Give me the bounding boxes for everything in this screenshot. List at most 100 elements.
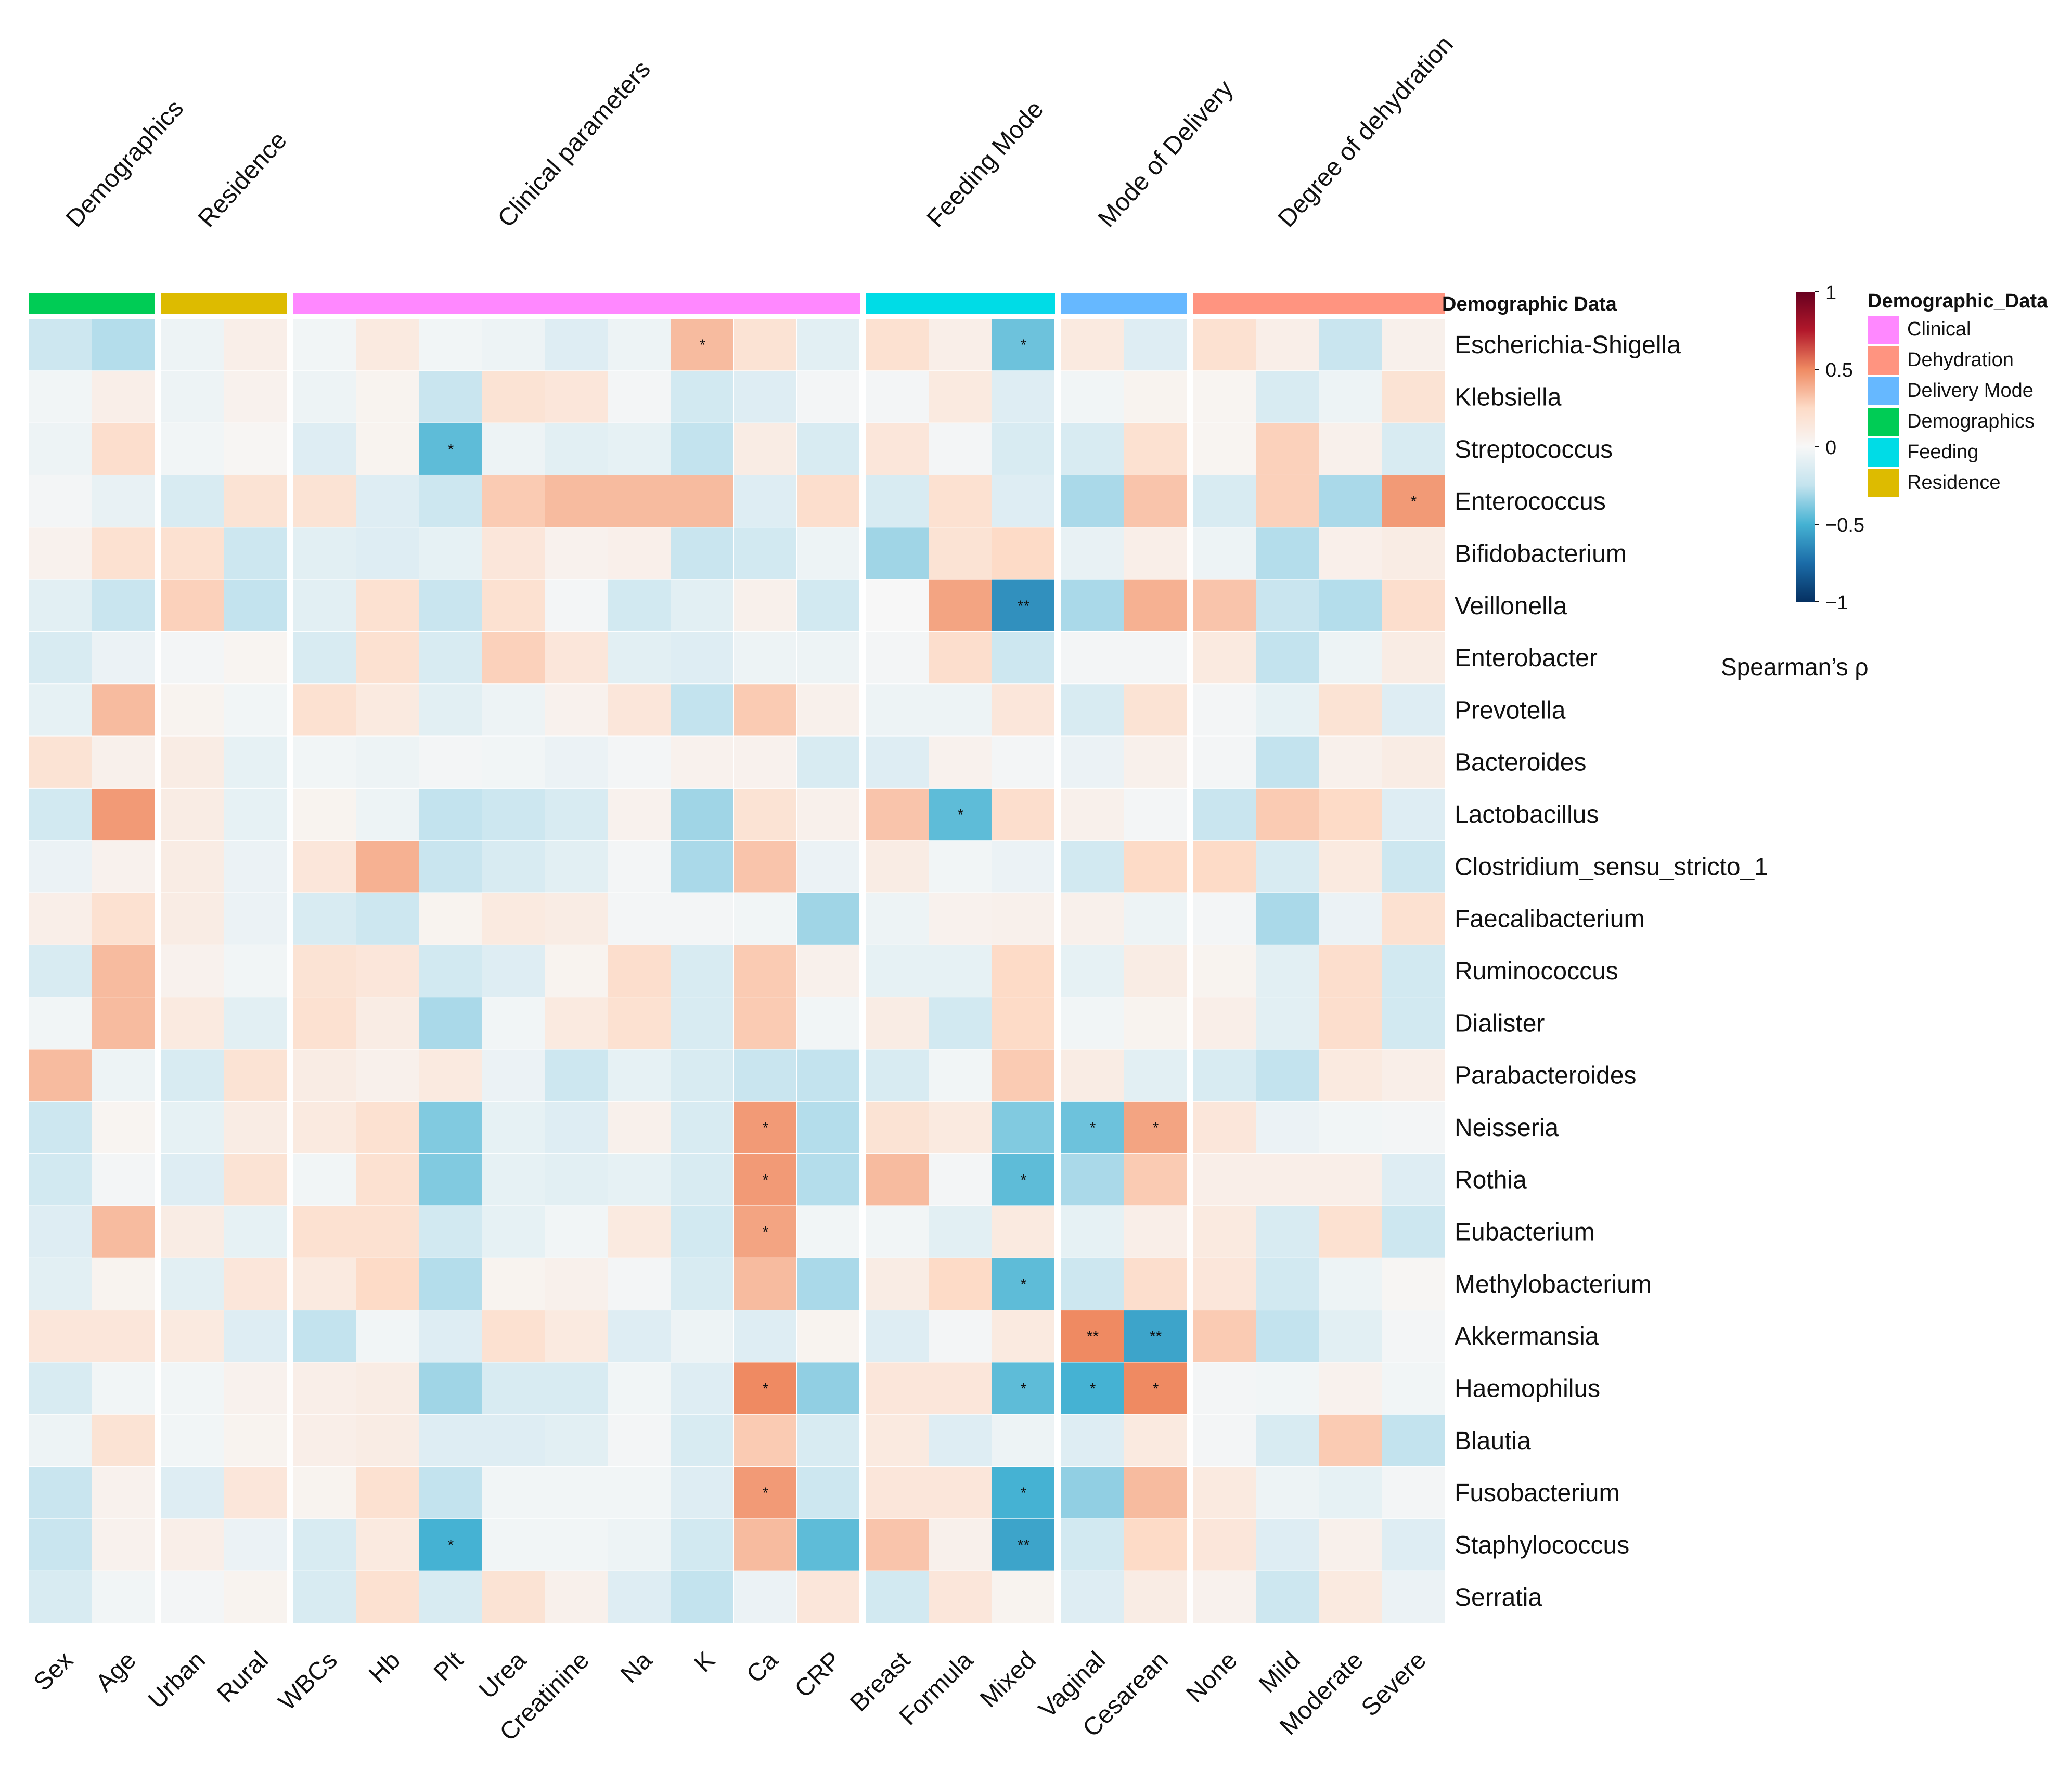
cell-klebsiella-13 [866,371,929,423]
cell-klebsiella-16 [1061,371,1124,423]
cell-rothia-21 [1382,1154,1445,1206]
cell-streptococcus-19 [1256,423,1319,475]
cell-clostridium-sensu-stricto-1-19 [1256,841,1319,893]
sig-mark-enterococcus-severe: * [1411,493,1417,510]
cell-blautia-17 [1124,1414,1187,1467]
cell-escherichia-shigella-11 [734,319,796,371]
cell-enterococcus-21 [1382,475,1445,527]
row-label-bifidobacterium: Bifidobacterium [1455,540,1627,567]
cell-streptococcus-14 [929,423,992,475]
cell-enterobacter-12 [797,631,859,684]
sig-mark-akkermansia-cesarean: ** [1150,1328,1162,1345]
cell-klebsiella-21 [1382,371,1445,423]
cell-fusobacterium-11 [734,1467,796,1519]
colorbar-label: Spearman’s ρ [1721,653,1869,680]
cell-escherichia-shigella-19 [1256,319,1319,371]
row-label-ruminococcus: Ruminococcus [1455,958,1618,985]
col-label-na: Na [615,1646,658,1688]
group-label-mode-of-delivery: Mode of Delivery [1093,75,1239,233]
cell-haemophilus-12 [797,1362,859,1414]
cell-faecalibacterium-17 [1124,893,1187,945]
cell-haemophilus-20 [1319,1362,1382,1414]
cell-bifidobacterium-14 [929,527,992,579]
row-label-dialister: Dialister [1455,1010,1545,1037]
cell-akkermansia-15 [992,1310,1054,1362]
cell-methylobacterium-7 [482,1258,545,1310]
group-label-feeding-mode: Feeding Mode [922,96,1049,233]
cell-fusobacterium-16 [1061,1467,1124,1519]
cell-haemophilus-2 [161,1362,224,1414]
cell-enterobacter-8 [545,631,608,684]
row-label-eubacterium: Eubacterium [1455,1219,1594,1246]
cell-lactobacillus-12 [797,788,859,841]
cell-streptococcus-20 [1319,423,1382,475]
cell-staphylococcus-18 [1193,1519,1256,1571]
cell-rothia-13 [866,1154,929,1206]
cell-enterococcus-7 [482,475,545,527]
cell-ruminococcus-20 [1319,945,1382,997]
cell-escherichia-shigella-9 [608,319,671,371]
cell-veillonella-15 [992,579,1054,631]
cell-rothia-4 [293,1154,356,1206]
cell-bacteroides-18 [1193,736,1256,788]
cell-akkermansia-7 [482,1310,545,1362]
cell-akkermansia-10 [671,1310,733,1362]
cell-enterococcus-17 [1124,475,1187,527]
cell-prevotella-3 [224,684,287,736]
cell-klebsiella-19 [1256,371,1319,423]
cell-lactobacillus-1 [92,788,155,841]
cell-akkermansia-21 [1382,1310,1445,1362]
cell-klebsiella-6 [419,371,482,423]
cell-rothia-10 [671,1154,733,1206]
cell-klebsiella-20 [1319,371,1382,423]
cell-clostridium-sensu-stricto-1-18 [1193,841,1256,893]
col-label-wbcs: WBCs [273,1646,343,1716]
cell-rothia-7 [482,1154,545,1206]
cell-haemophilus-6 [419,1362,482,1414]
cell-veillonella-13 [866,579,929,631]
cell-serratia-21 [1382,1571,1445,1623]
sig-mark-veillonella-mixed: ** [1018,598,1030,615]
cell-parabacteroides-1 [92,1049,155,1101]
cell-fusobacterium-21 [1382,1467,1445,1519]
cell-ruminococcus-19 [1256,945,1319,997]
cell-ruminococcus-16 [1061,945,1124,997]
cell-parabacteroides-9 [608,1049,671,1101]
cell-enterobacter-3 [224,631,287,684]
cell-rothia-0 [29,1154,92,1206]
cell-clostridium-sensu-stricto-1-13 [866,841,929,893]
row-label-streptococcus: Streptococcus [1455,436,1613,463]
cell-fusobacterium-7 [482,1467,545,1519]
row-label-haemophilus: Haemophilus [1455,1375,1600,1403]
row-label-enterococcus: Enterococcus [1455,488,1606,515]
cell-akkermansia-0 [29,1310,92,1362]
cell-serratia-14 [929,1571,992,1623]
cell-haemophilus-9 [608,1362,671,1414]
cell-blautia-15 [992,1414,1054,1467]
row-label-enterobacter: Enterobacter [1455,644,1598,672]
cell-lactobacillus-10 [671,788,733,841]
cell-neisseria-5 [356,1101,419,1154]
cell-eubacterium-12 [797,1206,859,1258]
cell-enterobacter-4 [293,631,356,684]
cell-methylobacterium-5 [356,1258,419,1310]
group-bar-dehydration [1193,293,1445,314]
cell-staphylococcus-14 [929,1519,992,1571]
legend: Demographic_Data Clinical Dehydration Deli… [1868,290,2048,497]
cell-rothia-15 [992,1154,1054,1206]
cell-serratia-19 [1256,1571,1319,1623]
cell-veillonella-8 [545,579,608,631]
cell-enterococcus-8 [545,475,608,527]
cell-dialister-17 [1124,997,1187,1049]
cell-akkermansia-4 [293,1310,356,1362]
cell-klebsiella-4 [293,371,356,423]
cell-blautia-2 [161,1414,224,1467]
cell-bifidobacterium-13 [866,527,929,579]
cell-akkermansia-12 [797,1310,859,1362]
cell-akkermansia-19 [1256,1310,1319,1362]
cell-escherichia-shigella-13 [866,319,929,371]
cell-bifidobacterium-20 [1319,527,1382,579]
cell-clostridium-sensu-stricto-1-17 [1124,841,1187,893]
cell-klebsiella-7 [482,371,545,423]
cell-neisseria-8 [545,1101,608,1154]
